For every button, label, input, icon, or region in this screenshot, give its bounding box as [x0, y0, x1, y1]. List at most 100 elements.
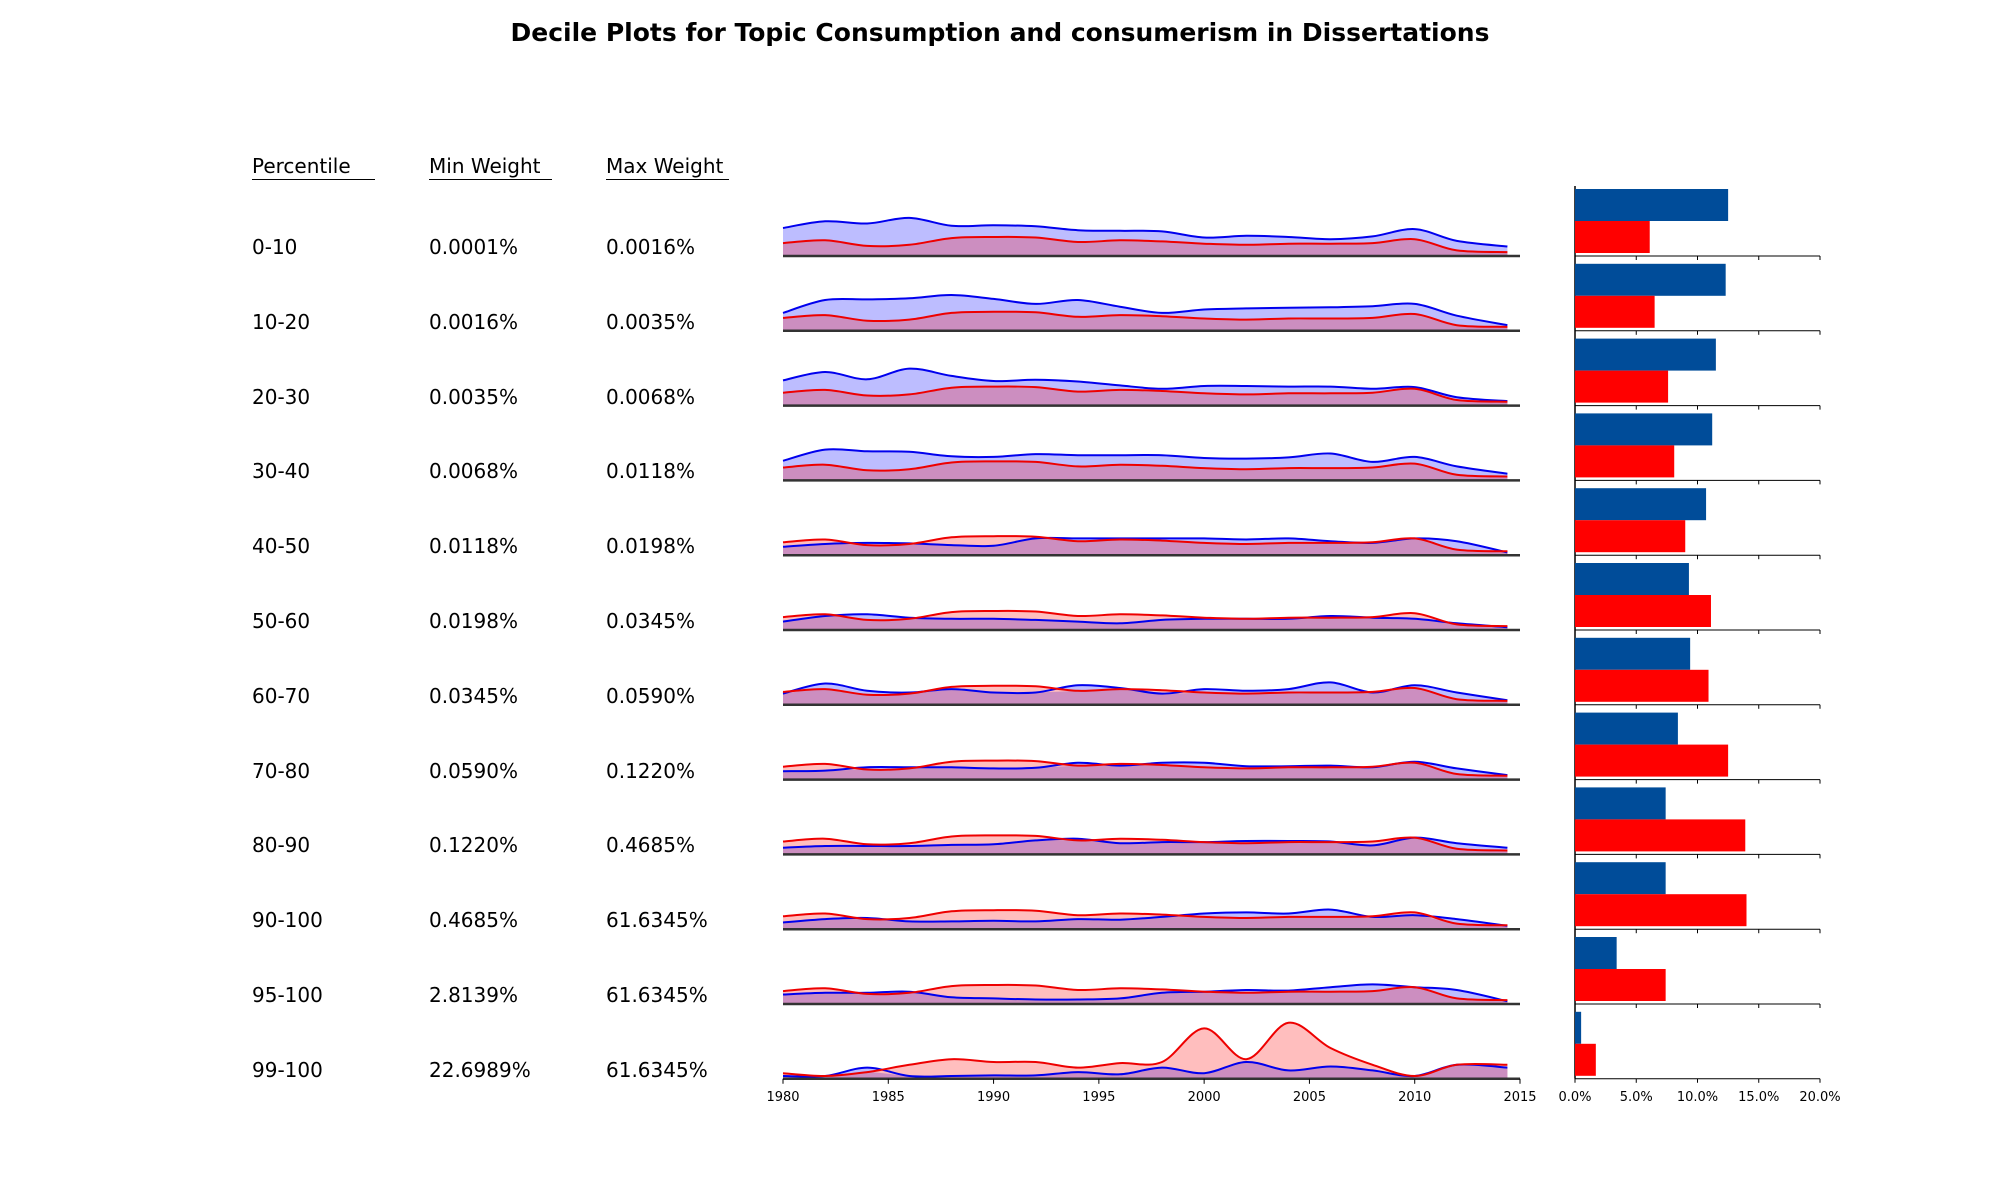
max-weight-cell: 61.6345% — [606, 1057, 708, 1082]
bar-blue — [1575, 637, 1691, 670]
ridge-area-overlap — [783, 461, 1508, 481]
ridge-line-blue — [782, 293, 1508, 327]
bar-red — [1575, 819, 1746, 852]
bar-red — [1575, 370, 1669, 403]
max-weight-cell: 61.6345% — [606, 908, 708, 933]
percentile-cell: 50-60 — [252, 609, 311, 633]
header-max-weight: Max Weight — [606, 154, 724, 178]
min-weight-cell: 0.0345% — [429, 683, 518, 708]
bar-red — [1575, 969, 1666, 1001]
header-percentile: Percentile — [252, 154, 351, 178]
x-tick-label: 2000 — [1188, 1090, 1221, 1105]
percentile-cell: 70-80 — [252, 758, 311, 783]
ridge-line-red — [782, 1021, 1508, 1078]
max-weight-cell: 0.1220% — [606, 758, 695, 783]
bar-blue — [1575, 189, 1729, 221]
max-weight-cell: 0.0035% — [606, 309, 695, 334]
max-weight-cell: 61.6345% — [606, 983, 708, 1007]
bar-red — [1575, 595, 1711, 627]
min-weight-cell: 0.4685% — [429, 908, 518, 933]
header-underline — [252, 179, 375, 180]
ridge-line-red — [782, 609, 1508, 628]
x-tick-label: 2005 — [1293, 1090, 1326, 1105]
min-weight-cell: 2.8139% — [429, 983, 518, 1007]
header-underline — [429, 179, 552, 180]
bar-blue — [1575, 862, 1666, 895]
min-weight-cell: 22.6989% — [429, 1057, 531, 1082]
percentile-cell: 40-50 — [252, 534, 311, 559]
bar-red — [1575, 445, 1675, 478]
header-min-weight: Min Weight — [429, 154, 541, 178]
ridge-line-red — [782, 909, 1508, 927]
max-weight-cell: 0.0118% — [606, 459, 695, 484]
percentile-cell: 10-20 — [252, 309, 311, 334]
ridge-line-red — [782, 385, 1508, 403]
ridge-line-blue — [782, 1060, 1508, 1078]
chart-title: Decile Plots for Topic Consumption and c… — [510, 18, 1490, 47]
x-tick-label: 2010 — [1398, 1090, 1431, 1105]
x-tick-label: 1980 — [766, 1090, 799, 1105]
ridge-line-red — [782, 834, 1508, 852]
bar-blue — [1575, 488, 1707, 521]
ridge-line-red — [782, 684, 1508, 702]
x-tick-label: 1985 — [872, 1090, 905, 1105]
percentile-cell: 20-30 — [252, 384, 311, 409]
bar-red — [1575, 894, 1747, 927]
percentile-cell: 99-100 — [252, 1057, 323, 1082]
bar-tick-label: 0.0% — [1558, 1090, 1591, 1105]
bar-tick-label: 15.0% — [1738, 1090, 1779, 1105]
min-weight-cell: 0.0118% — [429, 534, 518, 559]
bar-blue — [1575, 563, 1689, 595]
min-weight-cell: 0.0035% — [429, 384, 518, 409]
min-weight-cell: 0.0016% — [429, 309, 518, 334]
ridge-area-overlap — [783, 837, 1508, 855]
max-weight-cell: 0.0345% — [606, 609, 695, 633]
bar-blue — [1575, 338, 1716, 371]
max-weight-cell: 0.0198% — [606, 534, 695, 559]
max-weight-cell: 0.0016% — [606, 235, 695, 259]
percentile-cell: 90-100 — [252, 908, 323, 933]
percentile-cell: 30-40 — [252, 459, 311, 484]
ridge-line-blue — [782, 367, 1508, 403]
ridge-area-overlap — [783, 762, 1508, 780]
ridge-area-overlap — [783, 687, 1508, 705]
min-weight-cell: 0.0198% — [429, 609, 518, 633]
ridge-line-blue — [782, 216, 1508, 248]
percentile-cell: 60-70 — [252, 683, 311, 708]
ridge-line-red — [782, 235, 1508, 254]
ridge-area-overlap — [783, 236, 1508, 256]
percentile-cell: 0-10 — [252, 235, 298, 259]
ridge-line-blue — [782, 983, 1508, 1003]
bar-blue — [1575, 1011, 1582, 1044]
bar-blue — [1575, 712, 1678, 745]
ridge-line-red — [782, 535, 1508, 553]
ridge-line-red — [782, 460, 1508, 478]
ridge-line-red — [782, 759, 1508, 777]
min-weight-cell: 0.1220% — [429, 833, 518, 858]
max-weight-cell: 0.4685% — [606, 833, 695, 858]
min-weight-cell: 0.0590% — [429, 758, 518, 783]
max-weight-cell: 0.0068% — [606, 384, 695, 409]
percentile-cell: 95-100 — [252, 983, 323, 1007]
bar-red — [1575, 221, 1650, 253]
ridge-area-overlap — [783, 311, 1508, 331]
bar-red — [1575, 669, 1709, 702]
bar-blue — [1575, 937, 1617, 969]
x-tick-label: 1995 — [1082, 1090, 1115, 1105]
ridge-line-blue — [782, 836, 1508, 849]
x-tick-label: 2015 — [1503, 1090, 1536, 1105]
bar-red — [1575, 295, 1655, 328]
ridge-area-red — [783, 1022, 1508, 1079]
ridge-area-overlap — [783, 386, 1508, 406]
bar-tick-label: 5.0% — [1620, 1090, 1653, 1105]
bar-blue — [1575, 787, 1666, 820]
min-weight-cell: 0.0068% — [429, 459, 518, 484]
header-underline — [606, 179, 729, 180]
bar-red — [1575, 744, 1729, 777]
bar-blue — [1575, 263, 1726, 296]
ridge-line-blue — [782, 448, 1508, 475]
bar-tick-label: 10.0% — [1677, 1090, 1718, 1105]
ridge-area-overlap — [783, 538, 1508, 556]
x-tick-label: 1990 — [977, 1090, 1010, 1105]
